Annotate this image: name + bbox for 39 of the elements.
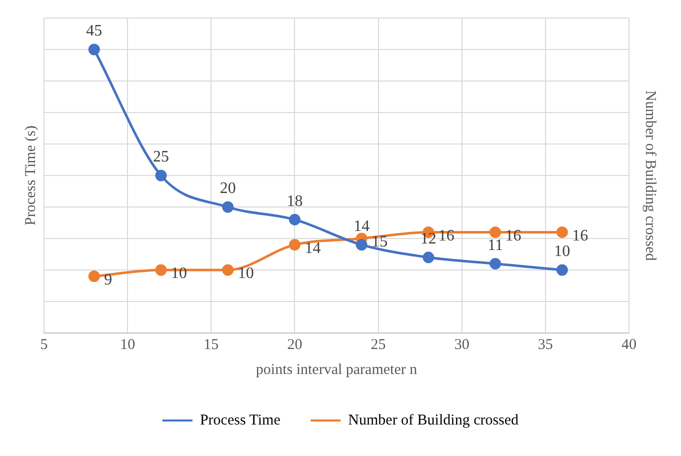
- data-label: 20: [220, 180, 236, 198]
- y2-axis-title: Number of Building crossed: [642, 90, 658, 262]
- point: [222, 264, 234, 276]
- x-tick-label: 35: [538, 336, 553, 353]
- point: [556, 226, 568, 238]
- legend-label: Number of Building crossed: [348, 412, 520, 428]
- x-tick-label: 10: [120, 336, 136, 353]
- x-axis-title: points interval parameter n: [256, 362, 418, 378]
- point: [155, 264, 167, 276]
- legend-label: Process Time: [200, 412, 281, 428]
- x-tick-label: 20: [287, 336, 302, 353]
- data-label: 14: [354, 218, 370, 236]
- data-label: 16: [572, 227, 588, 244]
- data-label: 10: [554, 243, 570, 260]
- point: [422, 252, 434, 264]
- data-label: 10: [238, 265, 254, 282]
- x-tick-label: 15: [204, 336, 219, 353]
- x-tick-label: 30: [454, 336, 470, 353]
- point: [288, 239, 300, 251]
- data-label: 11: [488, 236, 503, 254]
- point: [556, 264, 568, 276]
- x-tick-label: 25: [370, 336, 386, 353]
- data-label: 45: [86, 22, 102, 40]
- data-label: 18: [286, 192, 303, 210]
- data-label: 9: [104, 272, 112, 289]
- y-axis-title: Process Time (s): [22, 125, 39, 226]
- point: [155, 170, 167, 182]
- point: [88, 270, 100, 282]
- x-tick-label: 40: [622, 336, 636, 353]
- x-tick-label: 5: [40, 336, 48, 353]
- point: [490, 226, 502, 238]
- point: [288, 214, 300, 226]
- data-label: 15: [372, 234, 388, 251]
- point: [356, 239, 368, 251]
- point: [490, 258, 502, 270]
- point: [222, 201, 234, 213]
- data-label: 14: [304, 240, 321, 258]
- data-label: 25: [153, 148, 169, 166]
- point: [88, 44, 100, 56]
